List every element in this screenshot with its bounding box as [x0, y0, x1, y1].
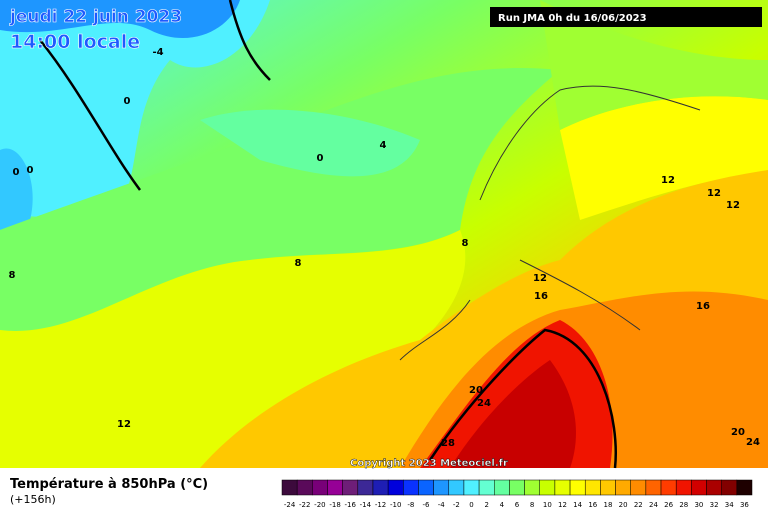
- forecast-time: 14:00 locale: [10, 31, 140, 53]
- colorbar-label: 28: [679, 501, 688, 509]
- colorbar-swatch: [433, 479, 450, 496]
- colorbar-swatch: [660, 479, 677, 496]
- contour-label: 12: [707, 188, 721, 199]
- contour-label: 20: [731, 427, 745, 438]
- colorbar-label: 14: [573, 501, 582, 509]
- footer-lead: (+156h): [10, 493, 56, 506]
- colorbar-label: 34: [725, 501, 734, 509]
- colorbar-label: 16: [588, 501, 597, 509]
- contour-label: 8: [462, 238, 469, 249]
- colorbar-label: -24: [284, 501, 296, 509]
- colorbar-label: 20: [619, 501, 628, 509]
- colorbar-swatch: [448, 479, 465, 496]
- colorbar-swatch: [463, 479, 480, 496]
- colorbar-label: -18: [329, 501, 340, 509]
- colorbar-swatch: [524, 479, 540, 496]
- colorbar-swatch: [675, 479, 692, 496]
- map: [0, 0, 768, 469]
- contour-label: 0: [317, 153, 324, 164]
- colorbar-label: -10: [390, 501, 401, 509]
- colorbar-swatch: [584, 479, 601, 496]
- forecast-date: jeudi 22 juin 2023: [9, 7, 182, 27]
- contour-label: 12: [726, 200, 740, 211]
- contour-label: 24: [477, 398, 491, 409]
- contour-label: 28: [441, 438, 455, 449]
- colorbar-swatch: [494, 479, 510, 496]
- contour-label: 16: [534, 291, 548, 302]
- colorbar-label: 18: [604, 501, 613, 509]
- contour-label: 12: [533, 273, 547, 284]
- colorbar-swatch: [281, 479, 298, 496]
- colorbar-swatch: [615, 479, 631, 496]
- colorbar-label: -16: [345, 501, 357, 509]
- contour-label: 20: [469, 385, 483, 396]
- colorbar-swatch: [327, 479, 343, 496]
- colorbar-swatch: [600, 479, 616, 496]
- colorbar-swatch: [721, 479, 738, 496]
- colorbar-label: 24: [649, 501, 658, 509]
- colorbar-label: 8: [530, 501, 534, 509]
- colorbar-label: 6: [515, 501, 520, 509]
- contour-label: 12: [661, 175, 675, 186]
- colorbar-swatch: [312, 479, 328, 496]
- contour-label: -4: [152, 47, 163, 58]
- colorbar-label: -22: [299, 501, 310, 509]
- colorbar-label: 26: [664, 501, 673, 509]
- colorbar-label: -14: [360, 501, 372, 509]
- colorbar-swatch: [342, 479, 359, 496]
- colorbar-label: 12: [558, 501, 567, 509]
- contour-label: 24: [746, 437, 760, 448]
- colorbar-label: 4: [500, 501, 505, 509]
- footer-title: Température à 850hPa (°C): [10, 477, 208, 492]
- contour-label: 0: [13, 167, 20, 178]
- colorbar-label: -2: [453, 501, 460, 509]
- colorbar-swatch: [706, 479, 722, 496]
- colorbar-swatch: [387, 479, 404, 496]
- colorbar-label: 0: [469, 501, 473, 509]
- colorbar-swatch: [418, 479, 434, 496]
- colorbar-swatch: [357, 479, 374, 496]
- contour-label: 16: [696, 301, 710, 312]
- colorbar-label: 22: [634, 501, 643, 509]
- colorbar-label: -4: [438, 501, 446, 509]
- colorbar-label: -12: [375, 501, 386, 509]
- colorbar: -24 -22 -20 -18 -16 -14 -12 -10 -8 -6 -4 -2 0 2 4 6 8 10 1…: [281, 479, 753, 509]
- run-label: Run JMA 0h du 16/06/2023: [498, 13, 647, 24]
- colorbar-swatch: [569, 479, 586, 496]
- contour-label: 0: [124, 96, 131, 107]
- contour-label: 4: [380, 140, 387, 151]
- contour-label: 0: [27, 165, 34, 176]
- colorbar-label: -6: [423, 501, 431, 509]
- colorbar-label: 2: [484, 501, 488, 509]
- colorbar-swatch: [736, 479, 753, 496]
- copyright: Copyright 2023 Meteociel.fr: [350, 458, 508, 469]
- colorbar-swatch: [539, 479, 556, 496]
- colorbar-label: 32: [710, 501, 719, 509]
- colorbar-swatch: [296, 479, 313, 496]
- run-box: [490, 7, 762, 27]
- colorbar-swatch: [509, 479, 525, 496]
- colorbar-swatch: [554, 479, 571, 496]
- colorbar-label: -20: [314, 501, 325, 509]
- colorbar-swatch: [630, 479, 647, 496]
- colorbar-swatch: [478, 479, 495, 496]
- contour-label: 12: [117, 419, 131, 430]
- colorbar-swatch: [372, 479, 389, 496]
- colorbar-label: 30: [694, 501, 703, 509]
- colorbar-label: 10: [543, 501, 552, 509]
- colorbar-swatch: [403, 479, 419, 496]
- contour-label: 8: [295, 258, 302, 269]
- colorbar-swatch: [645, 479, 662, 496]
- colorbar-swatch: [691, 479, 707, 496]
- colorbar-label: -8: [407, 501, 414, 509]
- contour-label: 8: [9, 270, 16, 281]
- colorbar-label: 36: [740, 501, 749, 509]
